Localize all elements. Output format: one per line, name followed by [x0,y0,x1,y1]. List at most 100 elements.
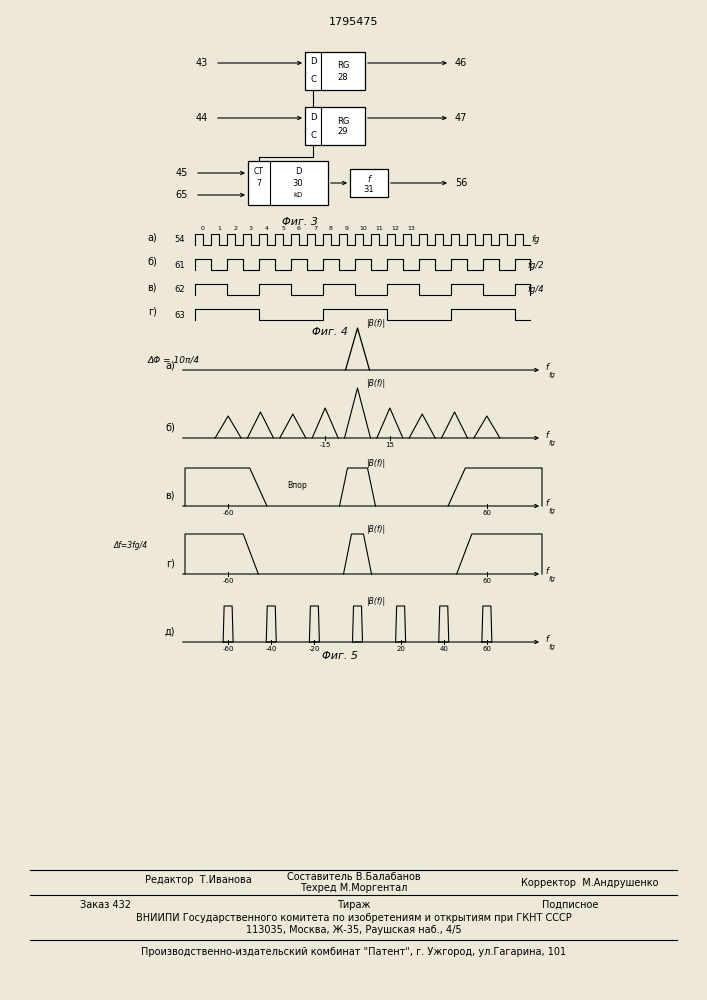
Text: f: f [546,499,549,508]
Text: 60: 60 [482,646,491,652]
Text: 54: 54 [175,235,185,244]
Text: 5: 5 [281,227,285,232]
Text: 3: 3 [249,227,253,232]
Text: 46: 46 [455,58,467,68]
Text: Тираж: Тираж [337,900,370,910]
Text: 15: 15 [385,442,395,448]
Text: D: D [295,166,301,176]
Text: 12: 12 [391,227,399,232]
Text: -20: -20 [309,646,320,652]
Text: 1795475: 1795475 [329,17,379,27]
Text: D: D [310,57,316,66]
Text: 45: 45 [175,168,188,178]
Text: |B(f)|: |B(f)| [366,458,385,468]
Text: д): д) [165,627,175,637]
Text: |B(f)|: |B(f)| [366,524,385,534]
Text: 47: 47 [455,113,467,123]
Text: C: C [310,76,316,85]
Text: CT: CT [254,166,264,176]
Text: fg: fg [549,508,556,514]
Text: 60: 60 [482,510,491,516]
Text: а): а) [147,232,157,242]
Text: 11: 11 [375,227,383,232]
Text: 43: 43 [196,58,208,68]
Text: ΔΦ = 10π/4: ΔΦ = 10π/4 [148,356,200,364]
Text: fg/2: fg/2 [527,260,544,269]
Text: 7: 7 [257,178,262,188]
Bar [305,52,365,90]
Text: RG: RG [337,62,349,70]
Text: 8: 8 [329,227,333,232]
Bar [248,161,328,205]
Text: fg: fg [549,372,556,378]
Text: Заказ 432: Заказ 432 [80,900,131,910]
Text: Φиг. 3: Φиг. 3 [282,217,318,227]
Text: fg: fg [549,440,556,446]
Text: б): б) [165,423,175,433]
Text: 56: 56 [455,178,467,188]
Text: RG: RG [337,116,349,125]
Text: 30: 30 [293,178,303,188]
Text: 63: 63 [174,310,185,320]
Text: 20: 20 [396,646,405,652]
Text: Производственно-издательский комбинат "Патент", г. Ужгород, ул.Гагарина, 101: Производственно-издательский комбинат "П… [141,947,566,957]
Text: -15: -15 [320,442,331,448]
Text: -60: -60 [223,510,234,516]
Text: Φиг. 4: Φиг. 4 [312,327,348,337]
Text: f: f [546,432,549,440]
Text: D: D [310,112,316,121]
Bar [350,169,388,197]
Text: 60: 60 [482,578,491,584]
Text: 40: 40 [439,646,448,652]
Text: 10: 10 [359,227,367,232]
Text: 13: 13 [407,227,415,232]
Text: 0: 0 [201,227,205,232]
Text: f: f [546,363,549,372]
Text: Корректор  М.Андрушенко: Корректор М.Андрушенко [521,878,659,888]
Text: Подписное: Подписное [542,900,598,910]
Text: 29: 29 [338,127,349,136]
Text: 62: 62 [175,286,185,294]
Text: fg: fg [532,235,540,244]
Text: Редактор  Т.Иванова: Редактор Т.Иванова [145,875,252,885]
Text: f: f [546,636,549,645]
Text: Составитель В.Балабанов: Составитель В.Балабанов [287,872,421,882]
Text: 7: 7 [313,227,317,232]
Text: Техред М.Моргентал: Техред М.Моргентал [300,883,408,893]
Bar [305,107,365,145]
Text: 6: 6 [297,227,301,232]
Text: в): в) [165,491,175,501]
Text: 9: 9 [345,227,349,232]
Text: б): б) [147,257,157,267]
Text: fg/4: fg/4 [527,286,544,294]
Text: Bпор: Bпор [287,482,307,490]
Text: а): а) [165,360,175,370]
Text: 28: 28 [338,73,349,82]
Text: г): г) [166,559,175,569]
Text: |B(f)|: |B(f)| [366,378,385,387]
Text: 61: 61 [175,260,185,269]
Text: г): г) [148,307,157,317]
Text: 1: 1 [217,227,221,232]
Text: в): в) [148,282,157,292]
Text: f: f [368,174,370,184]
Text: 65: 65 [175,190,188,200]
Text: 44: 44 [196,113,208,123]
Text: -60: -60 [223,578,234,584]
Text: fg: fg [549,644,556,650]
Text: |B(f)|: |B(f)| [366,596,385,605]
Text: 4: 4 [265,227,269,232]
Text: C: C [310,130,316,139]
Text: 113035, Москва, Ж-35, Раушская наб., 4/5: 113035, Москва, Ж-35, Раушская наб., 4/5 [246,925,462,935]
Text: f: f [546,568,549,576]
Text: fg: fg [549,576,556,582]
Text: 2: 2 [233,227,237,232]
Text: 31: 31 [363,184,374,194]
Text: |B(f)|: |B(f)| [366,320,385,328]
Text: Φиг. 5: Φиг. 5 [322,651,358,661]
Text: kD: kD [293,192,303,198]
Text: -40: -40 [266,646,277,652]
Text: Δf=3fg/4: Δf=3fg/4 [114,542,148,550]
Text: -60: -60 [223,646,234,652]
Text: ВНИИПИ Государственного комитета по изобретениям и открытиям при ГКНТ СССР: ВНИИПИ Государственного комитета по изоб… [136,913,572,923]
